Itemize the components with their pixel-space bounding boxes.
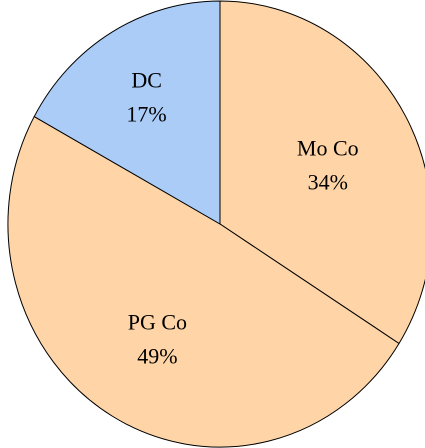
- slice-percent-mo-co: 34%: [308, 170, 348, 195]
- pie-slices: [7, 0, 425, 448]
- pie-labels: Mo Co 34% PG Co 49% DC 17%: [126, 68, 358, 369]
- slice-label-mo-co: Mo Co: [297, 136, 359, 161]
- slice-percent-pg-co: 49%: [137, 343, 177, 368]
- pie-slice-dc: [33, 0, 221, 225]
- slice-percent-dc: 17%: [126, 102, 166, 127]
- pie-slice-pg-co: [7, 115, 400, 448]
- slice-label-pg-co: PG Co: [128, 309, 187, 334]
- slice-label-dc: DC: [131, 68, 162, 93]
